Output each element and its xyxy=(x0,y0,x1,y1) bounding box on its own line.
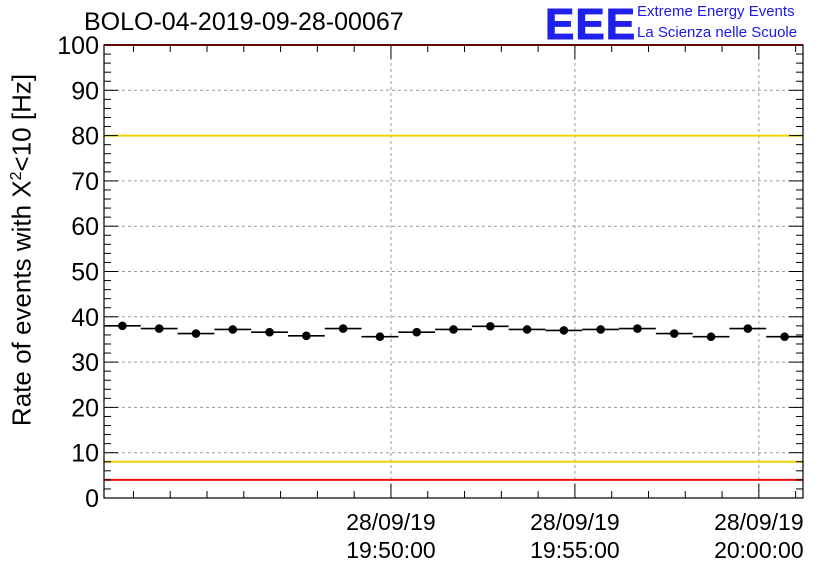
x-tick-time: 19:50:00 xyxy=(346,537,436,563)
y-tick-label: 100 xyxy=(57,32,99,60)
data-point xyxy=(265,327,274,337)
data-point xyxy=(485,322,495,331)
y-tick-label: 60 xyxy=(71,213,99,241)
logo-subtitle-2: La Scienza nelle Scuole xyxy=(637,24,798,41)
x-tick-date: 28/09/19 xyxy=(714,509,804,535)
x-tick-date: 28/09/19 xyxy=(530,509,620,535)
data-point xyxy=(669,329,679,338)
data-point xyxy=(191,329,201,338)
y-tick-label: 50 xyxy=(71,259,99,287)
y-tick-label: 30 xyxy=(71,349,99,377)
data-point xyxy=(118,321,127,331)
data-point xyxy=(228,325,238,334)
data-point xyxy=(596,325,605,334)
y-tick-label: 90 xyxy=(71,77,99,105)
y-tick-label: 80 xyxy=(71,123,99,151)
data-point xyxy=(154,324,164,333)
y-tick-label: 70 xyxy=(71,168,99,196)
data-point xyxy=(375,332,385,342)
data-point xyxy=(522,325,532,334)
data-point xyxy=(559,326,569,335)
data-point xyxy=(338,324,348,333)
data-point xyxy=(302,331,311,341)
data-point xyxy=(780,332,789,342)
data-point xyxy=(412,327,422,337)
x-tick-time: 20:00:00 xyxy=(714,537,804,563)
x-tick-date: 28/09/19 xyxy=(346,509,436,535)
y-tick-label: 0 xyxy=(85,485,99,513)
logo-subtitle-1: Extreme Energy Events xyxy=(637,3,795,20)
eee-logo: EEE xyxy=(544,0,637,50)
y-tick-label: 40 xyxy=(71,304,99,332)
data-point xyxy=(706,332,716,342)
data-point xyxy=(633,324,642,333)
data-point xyxy=(449,325,458,334)
y-tick-label: 20 xyxy=(71,394,99,422)
y-tick-label: 10 xyxy=(71,440,99,468)
x-tick-time: 19:55:00 xyxy=(530,537,620,563)
data-point xyxy=(743,324,753,333)
chart-title: BOLO-04-2019-09-28-00067 xyxy=(84,8,404,36)
